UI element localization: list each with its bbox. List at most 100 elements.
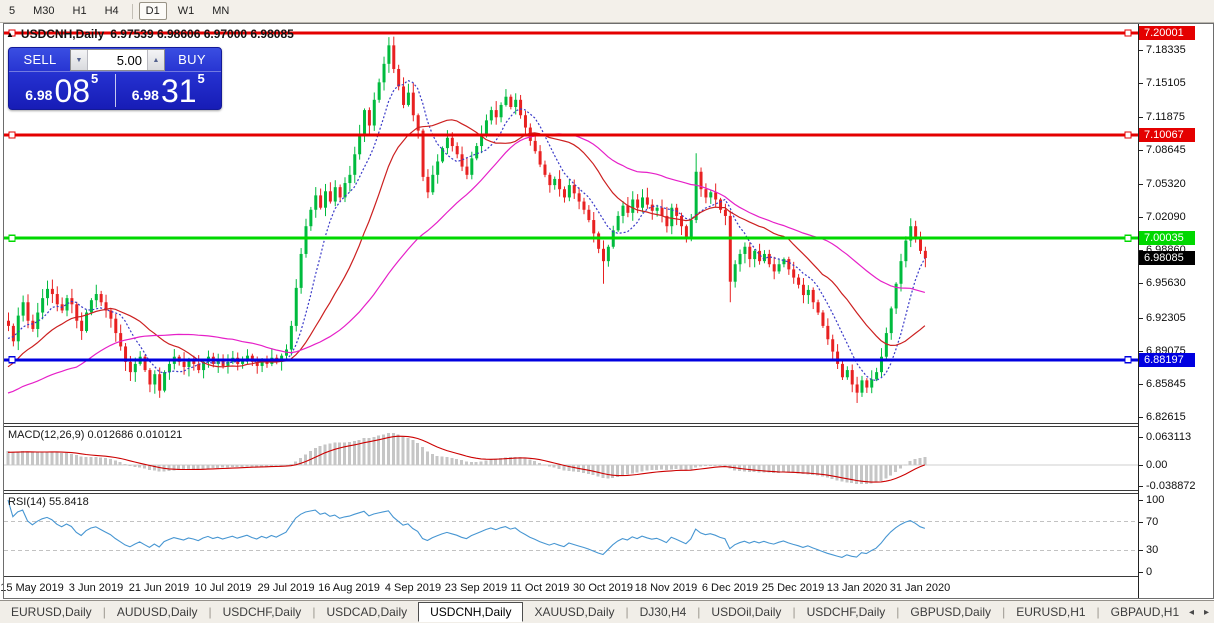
rsi-axis-label: 0 <box>1146 566 1153 578</box>
tab-separator: | <box>697 605 701 619</box>
hline-price-chip: 7.20001 <box>1139 26 1195 40</box>
rsi-axis-label: 30 <box>1146 544 1159 556</box>
tab-usdcnh-daily[interactable]: USDCNH,Daily <box>418 601 524 622</box>
price-tick-label: 6.82615 <box>1146 411 1186 423</box>
tab-dj30-h4[interactable]: DJ30,H4 <box>639 605 687 619</box>
tab-scroll-right-icon[interactable]: ▸ <box>1203 607 1209 618</box>
macd-histogram <box>6 433 927 485</box>
tab-separator: | <box>1096 605 1100 619</box>
chart-ohlc-values: 6.97539 6.98606 6.97000 6.98085 <box>110 27 294 41</box>
price-tick-label: 7.08645 <box>1146 144 1186 156</box>
price-tick-label: 6.92305 <box>1146 312 1186 324</box>
chart-symbol-label: USDCNH,Daily <box>20 27 105 41</box>
buy-price-prefix: 6.98 <box>131 87 159 103</box>
tab-separator: | <box>208 605 212 619</box>
date-label: 6 Dec 2019 <box>701 582 759 594</box>
tab-scroll-left-icon[interactable]: ◂ <box>1188 607 1194 618</box>
rsi-axis-tick <box>1138 572 1143 573</box>
macd-axis-label: 0.00 <box>1146 459 1168 471</box>
tab-audusd-daily[interactable]: AUDUSD,Daily <box>116 605 198 619</box>
price-tick-label: 7.05320 <box>1146 178 1186 190</box>
rsi-label: RSI(14) 55.8418 <box>8 496 89 508</box>
tab-usdoil-daily[interactable]: USDOil,Daily <box>711 605 782 619</box>
toolbar-separator <box>131 3 133 19</box>
tab-eurusd-daily[interactable]: EURUSD,Daily <box>11 605 92 619</box>
tab-scroll-buttons: ◂ ▸ <box>1180 601 1209 623</box>
rsi-panel-canvas <box>4 499 1138 558</box>
sell-button[interactable]: SELL <box>23 52 57 67</box>
macd-axis-label: -0.038872 <box>1146 480 1196 492</box>
timeframe-w1[interactable]: W1 <box>177 5 195 17</box>
tab-xauusd-daily[interactable]: XAUUSD,Daily <box>534 605 615 619</box>
macd-panel-divider[interactable] <box>4 423 1138 427</box>
tab-separator: | <box>312 605 316 619</box>
tab-separator: | <box>102 605 106 619</box>
chart-tab-bar: EURUSD,Daily | AUDUSD,Daily | USDCHF,Daily | U… <box>0 600 1214 623</box>
price-tick <box>1138 384 1143 385</box>
date-label: 18 Nov 2019 <box>634 582 698 594</box>
macd-axis-tick <box>1138 437 1143 438</box>
hline-price-chip: 7.10067 <box>1139 128 1195 142</box>
tab-separator: | <box>1002 605 1006 619</box>
macd-panel-canvas <box>4 433 1138 485</box>
price-tick <box>1138 83 1143 84</box>
date-label: 10 Jul 2019 <box>194 582 252 594</box>
rsi-panel-divider[interactable] <box>4 490 1138 494</box>
date-label: 13 Jan 2020 <box>826 582 888 594</box>
buy-button[interactable]: BUY <box>178 52 206 67</box>
sell-price-prefix: 6.98 <box>25 87 53 103</box>
price-tick <box>1138 150 1143 151</box>
date-label: 31 Jan 2020 <box>889 582 951 594</box>
price-axis-separator <box>1138 24 1139 598</box>
price-tick-label: 7.15105 <box>1146 77 1186 89</box>
macd-axis-tick <box>1138 486 1143 487</box>
triangle-up-icon: ▲ <box>152 56 160 64</box>
buy-price-pip: 5 <box>197 71 205 86</box>
rsi-axis-tick <box>1138 500 1143 501</box>
macd-label: MACD(12,26,9) 0.012686 0.010121 <box>8 429 183 441</box>
tab-usdchf-daily[interactable]: USDCHF,Daily <box>222 605 302 619</box>
sell-price-pip: 5 <box>91 71 99 86</box>
date-label: 30 Oct 2019 <box>573 582 633 594</box>
price-tick <box>1138 184 1143 185</box>
date-label: 11 Oct 2019 <box>510 582 570 594</box>
volume-increase-button[interactable]: ▲ <box>147 50 164 70</box>
tab-usdchf-daily[interactable]: USDCHF,Daily <box>806 605 886 619</box>
timeframe-m30[interactable]: M30 <box>33 5 55 17</box>
price-tick <box>1138 117 1143 118</box>
price-tick-label: 7.11875 <box>1146 111 1185 123</box>
tab-separator: | <box>625 605 629 619</box>
timeframe-d1[interactable]: D1 <box>138 2 167 20</box>
timeframe-5[interactable]: 5 <box>9 5 16 17</box>
timeframe-mn[interactable]: MN <box>212 5 230 17</box>
price-tick-label: 7.02090 <box>1146 211 1186 223</box>
buy-price-digits: 31 <box>160 72 197 109</box>
rsi-axis-tick <box>1138 550 1143 551</box>
price-tick-label: 6.95630 <box>1146 277 1186 289</box>
macd-axis-tick <box>1138 465 1143 466</box>
price-tick <box>1138 250 1143 251</box>
date-axis-divider <box>4 576 1138 577</box>
main-chart-canvas[interactable] <box>4 24 1138 423</box>
date-label: 3 Jun 2019 <box>68 582 124 594</box>
volume-input[interactable]: 5.00 <box>88 50 147 70</box>
rsi-axis-tick <box>1138 522 1143 523</box>
horizontal-lines-layer[interactable] <box>4 29 1138 364</box>
macd-axis-label: 0.063113 <box>1146 431 1192 443</box>
tab-eurusd-h1[interactable]: EURUSD,H1 <box>1016 605 1086 619</box>
volume-decrease-button[interactable]: ▼ <box>71 50 88 70</box>
timeframe-h1[interactable]: H1 <box>72 5 87 17</box>
sell-price-button[interactable]: 6.98 08 5 <box>9 71 115 109</box>
tab-gbpaud-h1[interactable]: GBPAUD,H1 <box>1110 605 1180 619</box>
collapse-marker-icon: ▲ <box>6 29 14 39</box>
rsi-axis-label: 70 <box>1146 516 1159 528</box>
date-label: 21 Jun 2019 <box>128 582 190 594</box>
buy-price-button[interactable]: 6.98 31 5 <box>116 71 222 109</box>
date-label: 4 Sep 2019 <box>384 582 442 594</box>
price-tick <box>1138 217 1143 218</box>
timeframe-h4[interactable]: H4 <box>104 5 119 17</box>
tab-usdcad-daily[interactable]: USDCAD,Daily <box>326 605 408 619</box>
date-label: 16 Aug 2019 <box>318 582 380 594</box>
tab-gbpusd-daily[interactable]: GBPUSD,Daily <box>910 605 992 619</box>
